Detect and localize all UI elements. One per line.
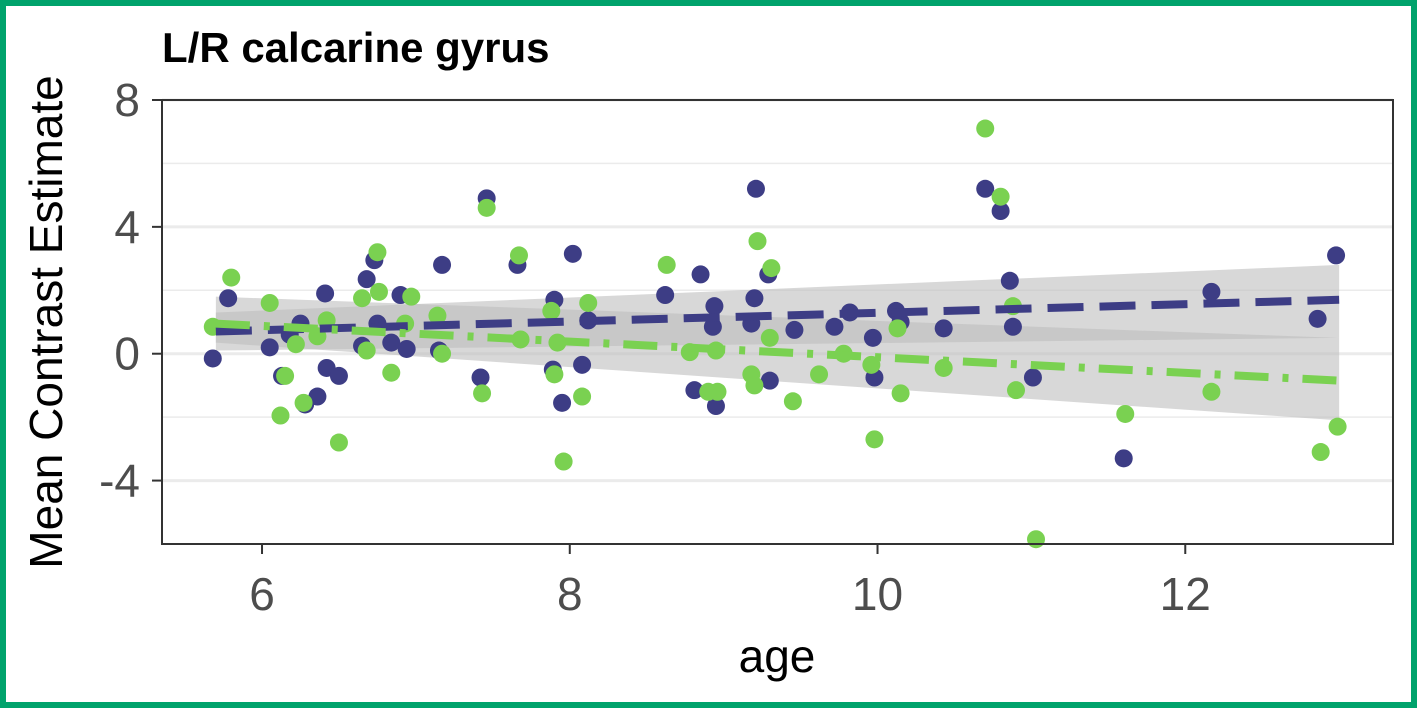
x-tick-label-2: 10 [852,568,903,620]
point-1-23 [542,301,561,320]
point-0-54 [1202,282,1221,301]
point-1-2 [260,293,279,312]
point-0-15 [382,333,401,352]
point-0-26 [563,244,582,263]
point-0-48 [976,179,995,198]
point-1-39 [783,392,802,411]
trend-lines [215,295,1340,385]
point-1-3 [271,406,290,425]
point-1-21 [509,246,528,265]
y-tick-label-0: -4 [99,455,140,507]
point-0-19 [433,255,452,274]
point-1-50 [1007,381,1026,400]
point-1-55 [1328,417,1347,436]
point-0-0 [203,349,222,368]
point-0-31 [691,265,710,284]
y-tick-label-1: 0 [114,328,140,380]
point-0-51 [1003,317,1022,336]
point-1-54 [1311,443,1330,462]
point-1-17 [428,306,447,325]
point-0-36 [745,289,764,308]
point-0-33 [705,297,724,316]
point-0-29 [656,286,675,305]
point-1-27 [573,387,592,406]
point-0-52 [1023,368,1042,387]
point-0-43 [863,328,882,347]
point-0-37 [746,179,765,198]
point-1-33 [708,382,727,401]
point-1-20 [477,198,496,217]
point-1-12 [368,243,387,262]
point-0-30 [685,381,704,400]
point-0-10 [329,366,348,385]
point-1-43 [865,430,884,449]
point-1-29 [657,255,676,274]
point-1-1 [222,268,241,287]
trend-line-0 [215,295,1340,336]
point-1-37 [760,328,779,347]
point-1-11 [357,341,376,360]
point-0-32 [703,317,722,336]
point-1-19 [473,384,492,403]
panel-border [161,99,1394,545]
point-1-51 [1027,530,1046,549]
point-1-45 [891,384,910,403]
point-1-24 [545,365,564,384]
point-1-38 [762,259,781,278]
point-1-44 [888,319,907,338]
point-1-35 [745,376,764,395]
point-0-25 [553,393,572,412]
point-0-17 [397,339,416,358]
point-1-13 [369,282,388,301]
point-0-1 [219,289,238,308]
chart-title: L/R calcarine gyrus [162,24,550,71]
point-0-40 [785,320,804,339]
y-axis-title: Mean Contrast Estimate [20,75,72,568]
point-1-14 [382,363,401,382]
point-1-10 [353,289,372,308]
x-tick-label-3: 12 [1160,568,1211,620]
point-1-28 [579,293,598,312]
point-0-34 [706,397,725,416]
x-tick-label-1: 8 [557,568,583,620]
point-0-8 [316,284,335,303]
point-0-2 [260,338,279,357]
point-1-4 [276,366,295,385]
point-0-12 [357,270,376,289]
point-1-5 [286,335,305,354]
point-0-56 [1327,246,1346,265]
point-0-47 [934,319,953,338]
point-1-52 [1116,404,1135,423]
point-0-7 [308,387,327,406]
point-0-50 [1000,271,1019,290]
x-axis-title: age [739,630,816,682]
point-1-16 [402,287,421,306]
point-1-40 [810,365,829,384]
axes: 6 8 10 12 -4 0 4 8 [99,74,1394,620]
point-1-36 [748,232,767,251]
y-tick-label-3: 8 [114,74,140,126]
point-0-27 [573,355,592,374]
y-tick-label-2: 4 [114,201,140,253]
point-0-41 [825,317,844,336]
point-0-39 [760,371,779,390]
point-0-20 [471,368,490,387]
point-1-53 [1202,382,1221,401]
point-1-48 [991,187,1010,206]
trend-line-1 [215,319,1340,385]
point-1-47 [976,119,995,138]
point-1-26 [554,452,573,471]
point-1-9 [329,433,348,452]
point-1-18 [433,344,452,363]
point-0-55 [1308,309,1327,328]
x-tick-label-0: 6 [249,568,275,620]
point-0-49 [991,202,1010,220]
point-0-53 [1114,449,1133,468]
point-1-6 [294,393,313,412]
